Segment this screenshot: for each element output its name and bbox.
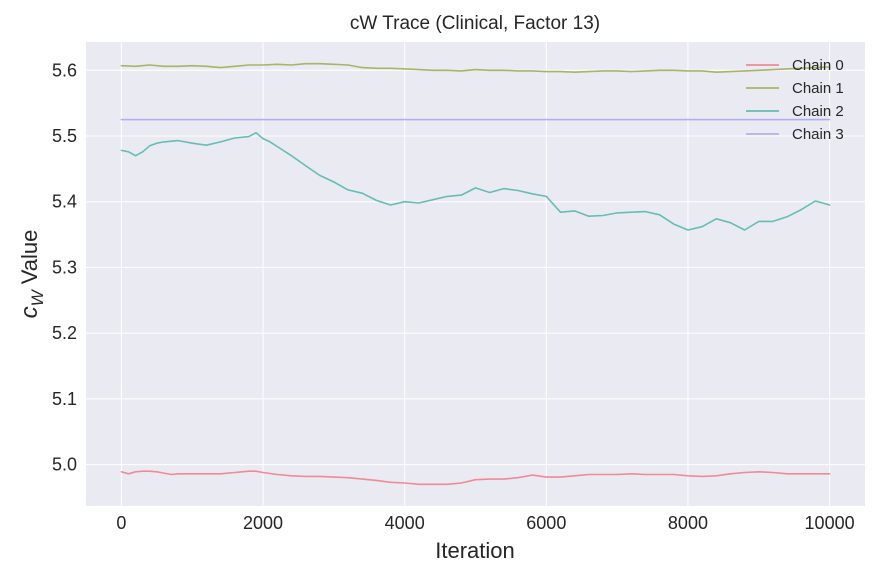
- y-tick-label: 5.4: [52, 192, 77, 212]
- y-tick-label: 5.2: [52, 323, 77, 343]
- x-tick-label: 6000: [526, 513, 566, 533]
- x-axis-title: Iteration: [435, 538, 515, 563]
- legend-label-chain-0: Chain 0: [792, 57, 844, 74]
- x-tick-labels: 0 2000 4000 6000 8000 10000: [116, 513, 854, 533]
- x-tick-label: 4000: [385, 513, 425, 533]
- y-axis-title: cW Value: [16, 230, 47, 319]
- x-tick-label: 0: [116, 513, 126, 533]
- y-tick-label: 5.1: [52, 389, 77, 409]
- series-lines: [120, 62, 831, 486]
- x-tick-label: 8000: [668, 513, 708, 533]
- legend-label-chain-1: Chain 1: [792, 80, 844, 97]
- y-tick-labels: 5.0 5.1 5.2 5.3 5.4 5.5 5.6: [52, 60, 77, 474]
- x-tick-label: 2000: [243, 513, 283, 533]
- legend-label-chain-3: Chain 3: [792, 126, 844, 143]
- y-axis-title-text: Value: [17, 230, 42, 291]
- legend-label-chain-2: Chain 2: [792, 103, 844, 120]
- y-tick-label: 5.0: [52, 455, 77, 475]
- x-tick-label: 10000: [805, 513, 855, 533]
- y-axis-title-subscript: W: [28, 288, 47, 306]
- legend: Chain 0 Chain 1 Chain 2 Chain 3: [746, 57, 844, 143]
- y-tick-label: 5.6: [52, 60, 77, 80]
- y-tick-label: 5.5: [52, 126, 77, 146]
- series-line-chain-1: [120, 62, 831, 73]
- y-axis-title-symbol: c: [16, 306, 43, 318]
- series-line-chain-0: [120, 470, 831, 486]
- y-tick-label: 5.3: [52, 257, 77, 277]
- chart-title: cW Trace (Clinical, Factor 13): [350, 13, 600, 34]
- series-line-chain-2: [120, 131, 831, 231]
